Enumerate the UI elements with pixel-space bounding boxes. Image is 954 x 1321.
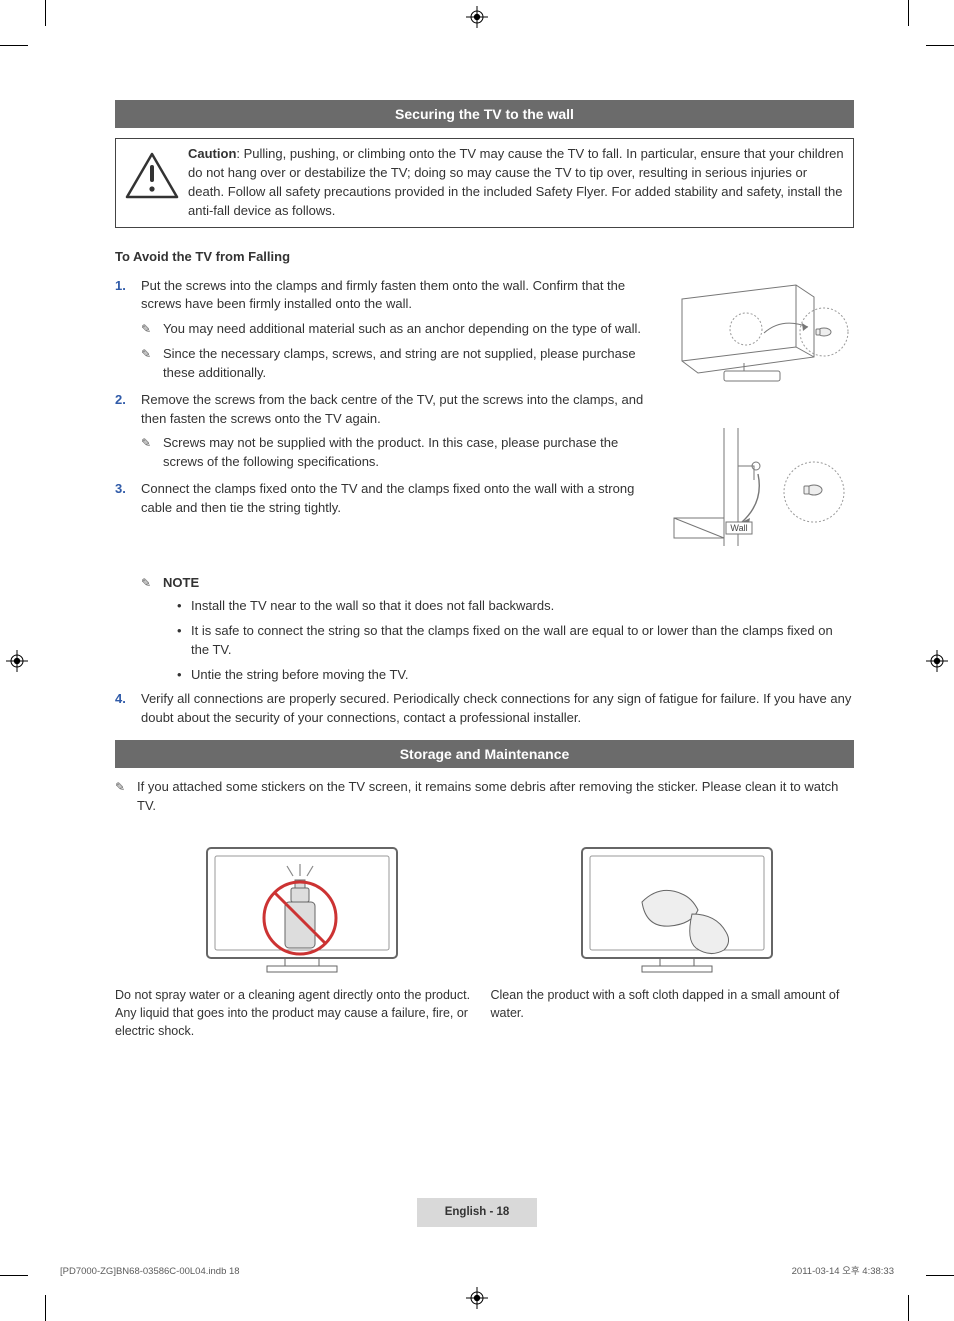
note-icon: ✎ [141, 575, 151, 592]
note-text: Since the necessary clamps, screws, and … [163, 346, 636, 380]
crop-mark [45, 0, 46, 26]
registration-mark-icon [466, 1287, 488, 1309]
note-icon: ✎ [141, 346, 151, 363]
section-heading: Storage and Maintenance [115, 740, 854, 768]
registration-mark-icon [926, 650, 948, 672]
step-text: Put the screws into the clamps and firml… [141, 278, 625, 312]
illustration-wall-mount: Wall [664, 422, 854, 558]
storage-caption-left: Do not spray water or a cleaning agent d… [115, 986, 479, 1040]
section-heading: Securing the TV to the wall [115, 100, 854, 128]
page-number-plate: English - 18 [417, 1198, 538, 1227]
note-bullet: Untie the string before moving the TV. [177, 666, 854, 685]
step-text: Remove the screws from the back centre o… [141, 392, 643, 426]
page-footer: English - 18 [0, 1198, 954, 1227]
step-1: 1. Put the screws into the clamps and fi… [115, 277, 650, 383]
caution-box: Caution: Pulling, pushing, or climbing o… [115, 138, 854, 227]
illustration-soft-cloth [491, 830, 855, 980]
caution-text: Caution: Pulling, pushing, or climbing o… [188, 145, 845, 220]
caution-body: : Pulling, pushing, or climbing onto the… [188, 146, 844, 218]
registration-mark-icon [466, 6, 488, 28]
note-bullet: It is safe to connect the string so that… [177, 622, 854, 660]
storage-caption-right: Clean the product with a soft cloth dapp… [491, 986, 855, 1022]
caution-label: Caution [188, 146, 236, 161]
step-2: 2. Remove the screws from the back centr… [115, 391, 650, 472]
note-heading: NOTE [163, 575, 199, 590]
storage-intro: If you attached some stickers on the TV … [137, 779, 838, 813]
crop-mark [908, 1295, 909, 1321]
subheading: To Avoid the TV from Falling [115, 248, 854, 267]
crop-mark [45, 1295, 46, 1321]
crop-mark [0, 45, 28, 46]
illustration-no-spray [115, 830, 479, 980]
step-4: 4. Verify all connections are properly s… [115, 690, 854, 728]
step-number: 3. [115, 480, 126, 499]
step-number: 2. [115, 391, 126, 410]
crop-mark [908, 0, 909, 26]
imprint-line: [PD7000-ZG]BN68-03586C-00L04.indb 18 201… [60, 1265, 894, 1279]
note-bullet: Install the TV near to the wall so that … [177, 597, 854, 616]
step-text: Connect the clamps fixed onto the TV and… [141, 481, 634, 515]
crop-mark [0, 1275, 28, 1276]
imprint-left: [PD7000-ZG]BN68-03586C-00L04.indb 18 [60, 1265, 240, 1279]
note-icon: ✎ [141, 321, 151, 338]
note-icon: ✎ [141, 435, 151, 452]
note-text: You may need additional material such as… [163, 321, 641, 336]
page-content: Securing the TV to the wall Caution: Pul… [115, 100, 854, 1040]
step-text: Verify all connections are properly secu… [141, 691, 851, 725]
note-text: Screws may not be supplied with the prod… [163, 435, 618, 469]
illustration-tv-back [664, 277, 854, 413]
crop-mark [926, 45, 954, 46]
step-number: 1. [115, 277, 126, 296]
step-number: 4. [115, 690, 126, 709]
step-3: 3. Connect the clamps fixed onto the TV … [115, 480, 650, 518]
imprint-right: 2011-03-14 오후 4:38:33 [792, 1265, 894, 1279]
crop-mark [926, 1275, 954, 1276]
warning-icon [124, 145, 180, 207]
wall-label: Wall [730, 523, 747, 533]
note-icon: ✎ [115, 779, 125, 796]
registration-mark-icon [6, 650, 28, 672]
